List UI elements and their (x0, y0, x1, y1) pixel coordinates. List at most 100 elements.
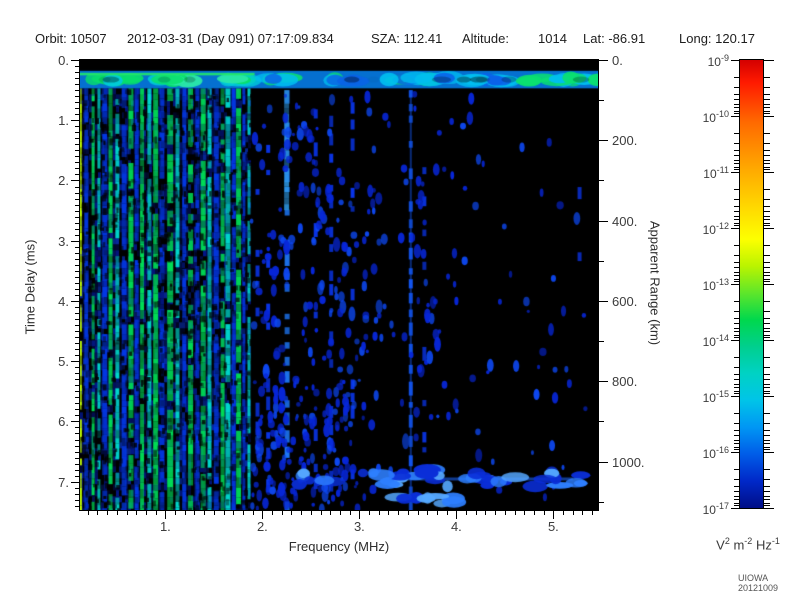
colorbar-minor-tick (734, 169, 739, 171)
x-minor-tick (572, 511, 574, 515)
colorbar-minor-tick (764, 422, 770, 424)
x-minor-tick (87, 511, 89, 515)
colorbar-minor-tick (764, 379, 770, 381)
colorbar-minor-tick (764, 373, 770, 375)
x-minor-tick (155, 511, 157, 515)
range-tick-label: 200. (612, 133, 638, 149)
y-minor-tick (75, 258, 80, 260)
colorbar-minor-tick (734, 271, 739, 273)
colorbar-minor-tick (764, 439, 770, 441)
colorbar-minor-tick (734, 356, 739, 358)
colorbar-minor-tick (734, 429, 739, 431)
colorbar-minor-tick (764, 211, 770, 213)
colorbar-minor-tick (764, 366, 770, 368)
colorbar-minor-tick (734, 254, 739, 256)
x-minor-tick (504, 511, 506, 515)
y-minor-tick (75, 168, 80, 170)
colorbar-minor-tick (764, 107, 770, 109)
units-hz-exp: -1 (771, 536, 780, 546)
colorbar-minor-tick (734, 225, 739, 227)
colorbar-minor-tick (734, 107, 739, 109)
x-minor-tick (398, 511, 400, 515)
colorbar-minor-tick (764, 331, 770, 333)
colorbar-minor-tick (764, 327, 770, 329)
y-minor-tick (75, 427, 80, 429)
colorbar-tick-label: 10-17 (702, 501, 729, 517)
colorbar-minor-tick (764, 485, 770, 487)
sza-value: 112.41 (403, 31, 443, 46)
colorbar-minor-tick (734, 499, 739, 501)
y-tick-label: 1. (58, 113, 69, 129)
colorbar-tick-label: 10-14 (702, 333, 729, 349)
y-minor-tick (75, 439, 80, 441)
x-minor-tick (417, 511, 419, 515)
colorbar-minor-tick (764, 155, 770, 157)
x-minor-tick (136, 511, 138, 515)
colorbar-minor-tick (764, 271, 770, 273)
units-m-exp: -2 (744, 536, 753, 546)
colorbar-minor-tick (764, 505, 770, 507)
x-minor-tick (466, 511, 468, 515)
x-minor-tick (407, 511, 409, 515)
y-minor-tick (75, 288, 80, 290)
header-sza: SZA: 112.41 (371, 31, 442, 46)
colorbar-minor-tick (764, 435, 770, 437)
colorbar-major-tick (731, 116, 739, 117)
x-minor-tick (533, 511, 535, 515)
y-minor-tick (75, 138, 80, 140)
colorbar-minor-tick (734, 267, 739, 269)
colorbar-minor-tick (764, 275, 770, 277)
colorbar-minor-tick (764, 76, 770, 78)
colorbar-minor-tick (734, 211, 739, 213)
y-axis-label-left: Time Delay (ms) (22, 239, 38, 335)
range-tick-label: 1000. (612, 454, 645, 470)
y-minor-tick (75, 156, 80, 158)
header-altitude-label: Altitude: (462, 31, 509, 46)
x-minor-tick (320, 511, 322, 515)
credit-text: UIOWA 20121009 (737, 573, 778, 593)
x-minor-tick (233, 511, 235, 515)
units-hz: Hz (755, 537, 772, 553)
y-minor-tick (75, 451, 80, 453)
x-minor-tick (475, 511, 477, 515)
colorbar-minor-tick (734, 155, 739, 157)
colorbar-units: V2 m-2 Hz-1 (716, 536, 780, 552)
x-major-tick (359, 511, 361, 519)
colorbar-major-tick (731, 396, 739, 397)
colorbar-minor-tick (734, 198, 739, 200)
colorbar-minor-tick (764, 429, 770, 431)
colorbar-minor-tick (734, 366, 739, 368)
colorbar (739, 59, 764, 509)
colorbar-minor-tick (764, 222, 770, 224)
range-tick-label: 400. (612, 213, 638, 229)
altitude-label: Altitude: (462, 31, 509, 46)
long-value: 120.17 (715, 31, 755, 46)
colorbar-minor-tick (764, 468, 770, 470)
x-major-tick (165, 511, 167, 519)
colorbar-minor-tick (734, 261, 739, 263)
y-minor-tick (75, 294, 80, 296)
x-minor-tick (388, 511, 390, 515)
header-altitude-value: 1014 (538, 31, 567, 46)
y-tick-label: 3. (58, 233, 69, 249)
y-minor-tick (75, 379, 80, 381)
y-minor-tick (75, 433, 80, 435)
y-minor-tick (75, 216, 80, 218)
colorbar-minor-tick (734, 310, 739, 312)
y-minor-tick (75, 264, 80, 266)
y-minor-tick (75, 102, 80, 104)
sza-label: SZA: (371, 31, 400, 46)
y-minor-tick (75, 306, 80, 308)
colorbar-minor-tick (764, 387, 770, 389)
colorbar-minor-tick (764, 132, 770, 134)
colorbar-tick-label: 10-16 (702, 445, 729, 461)
x-major-tick (456, 511, 458, 519)
colorbar-minor-tick (764, 317, 770, 319)
y-tick-label: 0. (58, 53, 69, 68)
colorbar-minor-tick (764, 86, 770, 88)
y-minor-tick (75, 126, 80, 128)
y-minor-tick (75, 114, 80, 116)
colorbar-minor-tick (734, 149, 739, 151)
colorbar-tick-label: 10-13 (702, 277, 729, 293)
colorbar-minor-tick (734, 379, 739, 381)
